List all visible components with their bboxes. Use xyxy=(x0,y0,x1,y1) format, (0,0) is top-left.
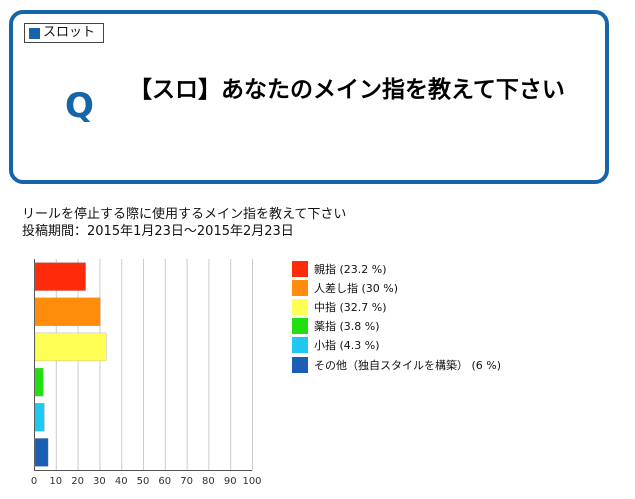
legend-label: 薬指 (3.8 %) xyxy=(314,320,380,334)
legend-swatch xyxy=(292,279,308,296)
x-tick-label: 80 xyxy=(202,476,215,487)
legend-swatch xyxy=(292,337,308,354)
legend-swatch xyxy=(292,298,308,315)
legend-label: その他（独自スタイルを構築） (6 %) xyxy=(314,358,502,372)
legend-item: 親指 (23.2 %) xyxy=(292,259,501,278)
description-line-2: 投稿期間：2015年1月23日〜2015年2月23日 xyxy=(22,224,294,239)
legend-label: 親指 (23.2 %) xyxy=(314,262,387,276)
x-tick-label: 100 xyxy=(242,476,261,487)
q-mark: Q xyxy=(65,86,94,126)
legend-label: 小指 (4.3 %) xyxy=(314,339,380,353)
description-line-1: リールを停止する際に使用するメイン指を教えて下さい xyxy=(22,207,347,222)
x-tick-label: 50 xyxy=(137,476,150,487)
legend-item: 中指 (32.7 %) xyxy=(292,297,501,316)
legend-item: 人差し指 (30 %) xyxy=(292,278,501,297)
bar xyxy=(34,367,44,397)
x-tick-label: 0 xyxy=(31,476,37,487)
legend-item: その他（独自スタイルを構築） (6 %) xyxy=(292,355,501,374)
bar xyxy=(34,403,45,432)
legend-item: 小指 (4.3 %) xyxy=(292,336,501,355)
x-tick-label: 10 xyxy=(49,476,62,487)
bar xyxy=(34,438,49,467)
legend-swatch xyxy=(292,318,308,335)
x-tick-label: 20 xyxy=(71,476,84,487)
bar xyxy=(34,262,86,291)
legend-swatch xyxy=(292,260,308,277)
legend-label: 中指 (32.7 %) xyxy=(314,300,387,314)
chart-legend: 親指 (23.2 %) 人差し指 (30 %) 中指 (32.7 %) 薬指 (3.8… xyxy=(292,259,501,374)
x-tick-label: 90 xyxy=(224,476,237,487)
x-tick-label: 30 xyxy=(93,476,106,487)
category-square-icon xyxy=(29,27,40,39)
x-tick-label: 70 xyxy=(180,476,193,487)
bar xyxy=(34,332,107,362)
bar xyxy=(34,297,101,326)
x-tick-label: 60 xyxy=(158,476,171,487)
category-tag[interactable]: スロット xyxy=(24,23,105,43)
survey-description: リールを停止する際に使用するメイン指を教えて下さい 投稿期間：2015年1月23… xyxy=(22,206,346,240)
x-tick-label: 40 xyxy=(115,476,128,487)
category-tag-label: スロット xyxy=(43,25,96,40)
question-box: スロット Q 【スロ】あなたのメイン指を教えて下さい xyxy=(9,10,609,184)
legend-item: 薬指 (3.8 %) xyxy=(292,317,501,336)
legend-label: 人差し指 (30 %) xyxy=(314,281,399,295)
question-title: 【スロ】あなたのメイン指を教えて下さい xyxy=(129,77,565,103)
legend-swatch xyxy=(292,356,308,373)
